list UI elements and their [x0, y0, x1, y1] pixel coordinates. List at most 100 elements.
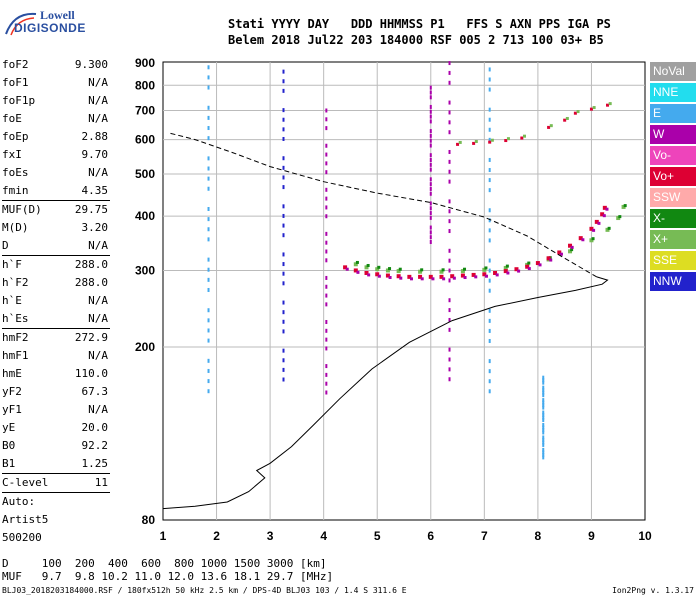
o-trace-mark: [418, 274, 423, 279]
param-key: yE: [2, 421, 16, 434]
param-key: MUF(D): [2, 203, 42, 216]
x-trace-mark: [591, 237, 595, 241]
streak-mark: [448, 130, 451, 135]
streak-mark: [282, 281, 285, 286]
streak-mark: [429, 133, 432, 138]
o-trace-mark: [578, 236, 583, 241]
station-header: Stati YYYY DAY DDD HHMMSS P1 FFS S AXN P…: [228, 16, 611, 48]
streak-mark: [207, 166, 210, 171]
o-trace-mark: [399, 276, 403, 280]
streak-mark: [282, 358, 285, 363]
param-value: 272.9: [74, 331, 108, 344]
streak-mark: [448, 248, 451, 253]
x-trace-mark: [605, 227, 610, 232]
streak-mark: [429, 104, 432, 109]
streak-mark: [448, 308, 451, 313]
param-value: 1.25: [81, 457, 109, 470]
streak-mark: [429, 153, 432, 158]
streak-mark: [448, 229, 451, 234]
streak-mark: [282, 79, 285, 84]
streak-mark: [542, 403, 545, 408]
legend-item: Vo-: [650, 146, 696, 165]
o-trace-mark: [460, 273, 465, 278]
param-row: h`F 288.0: [2, 256, 110, 274]
legend-item: NNW: [650, 272, 696, 291]
streak-mark: [207, 176, 210, 181]
x-trace-mark: [570, 248, 574, 252]
logo-line1: Lowell: [40, 8, 75, 22]
es-mark: [589, 107, 593, 111]
o-trace-mark: [594, 219, 599, 224]
streak-mark: [325, 320, 328, 325]
o-trace-mark: [375, 272, 380, 277]
param-value: N/A: [88, 239, 108, 252]
param-key: C-level: [2, 476, 49, 489]
streak-mark: [207, 85, 210, 90]
es-mark: [549, 124, 553, 128]
param-value: 288.0: [74, 276, 108, 289]
streak-mark: [448, 110, 451, 115]
y-tick-label: 900: [135, 56, 155, 70]
streak-mark: [488, 328, 491, 333]
streak-mark: [429, 162, 432, 167]
param-row: B1 1.25: [2, 455, 110, 473]
es-mark: [520, 136, 524, 140]
streak-mark: [542, 452, 545, 457]
streak-mark: [282, 252, 285, 257]
muf-row: MUF 9.7 9.8 10.2 11.0 12.0 13.6 18.1 29.…: [2, 570, 334, 583]
legend-item: Vo+: [650, 167, 696, 186]
streak-mark: [207, 328, 210, 333]
o-trace-mark: [493, 270, 498, 275]
param-row: MUF(D) 29.75: [2, 201, 110, 219]
streak-mark: [542, 455, 545, 460]
distance-row: D 100 200 400 600 800 1000 1500 3000 [km…: [2, 557, 327, 570]
x-trace-mark: [353, 262, 358, 267]
streak-mark: [448, 80, 451, 85]
streak-mark: [542, 418, 545, 423]
streak-mark: [207, 217, 210, 222]
o-trace-mark: [517, 269, 521, 273]
streak-mark: [542, 437, 545, 442]
streak-mark: [325, 275, 328, 280]
param-row: D N/A: [2, 237, 110, 255]
streak-mark: [429, 138, 432, 143]
param-key: Auto:: [2, 495, 36, 508]
x-trace-mark: [396, 269, 401, 274]
streak-mark: [542, 430, 545, 435]
streak-mark: [282, 69, 285, 74]
streak-mark: [325, 205, 328, 210]
streak-mark: [488, 117, 491, 122]
streak-mark: [448, 357, 451, 362]
param-key: 500200: [2, 531, 42, 544]
o-trace-mark: [568, 243, 573, 248]
streak-mark: [542, 375, 545, 380]
es-mark: [547, 125, 551, 129]
legend-item: SSW: [650, 188, 696, 207]
muf-table: D 100 200 400 600 800 1000 1500 3000 [km…: [2, 557, 333, 583]
streak-mark: [429, 211, 432, 216]
legend-item: NNE: [650, 83, 696, 102]
lowell-digisonde-logo: Lowell DIGISONDE: [2, 8, 92, 40]
param-key: yF1: [2, 403, 22, 416]
es-mark: [565, 116, 569, 120]
param-row: hmF1 N/A: [2, 347, 110, 365]
logo-arc-icon: [5, 12, 37, 36]
streak-mark: [488, 228, 491, 233]
o-trace-mark: [407, 274, 412, 279]
streak-mark: [282, 165, 285, 170]
o-trace-mark: [450, 274, 455, 279]
streak-mark: [488, 369, 491, 374]
streak-mark: [542, 410, 545, 415]
streak-mark: [448, 258, 451, 263]
streak-mark: [207, 65, 210, 70]
plot-axis-ticks: 1 2 3 4 5 6 7 8 9 10 80 200 300 400 500 600 700 800 900: [135, 56, 652, 543]
param-key: Artist5: [2, 513, 49, 526]
x-trace-mark: [364, 265, 369, 270]
o-trace-mark: [431, 277, 435, 281]
streak-mark: [488, 137, 491, 142]
streak-mark: [488, 278, 491, 283]
param-row: foF1 N/A: [2, 74, 110, 92]
y-tick-label: 600: [135, 133, 155, 147]
param-value: 3.20: [81, 221, 109, 234]
